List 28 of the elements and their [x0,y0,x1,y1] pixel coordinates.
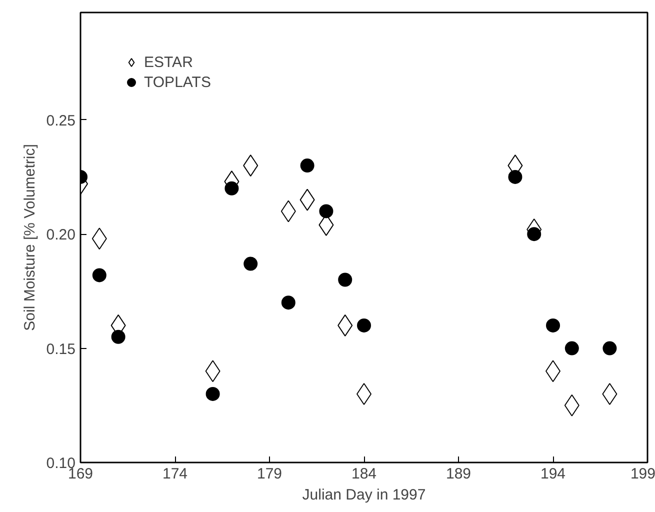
legend-label: ESTAR [144,54,193,70]
x-tick-label: 184 [351,466,377,482]
point [111,330,126,344]
point [206,386,220,401]
point [602,341,617,356]
point [527,227,542,242]
x-axis-title: Julian Day in 1997 [302,486,426,504]
x-tick-label: 179 [256,466,282,482]
y-tick-label: 0.15 [46,340,76,358]
point [338,272,352,287]
y-tick-label: 0.20 [46,226,76,244]
point [281,296,296,310]
legend-label: TOPLATS [144,74,211,90]
x-tick-label: 199 [630,466,655,482]
point [357,318,371,332]
point [300,158,314,173]
point [508,170,522,184]
point [224,181,239,196]
y-tick-label: 0.25 [46,112,76,130]
point [546,318,560,332]
y-axis-title: Soil Moisture [% Volumetric] [21,144,38,331]
point [92,268,106,282]
point [564,341,579,356]
point [319,204,334,218]
x-tick-label: 194 [540,466,566,482]
point [244,256,258,271]
x-tick-label: 174 [162,466,188,482]
x-tick-label: 189 [446,466,472,482]
